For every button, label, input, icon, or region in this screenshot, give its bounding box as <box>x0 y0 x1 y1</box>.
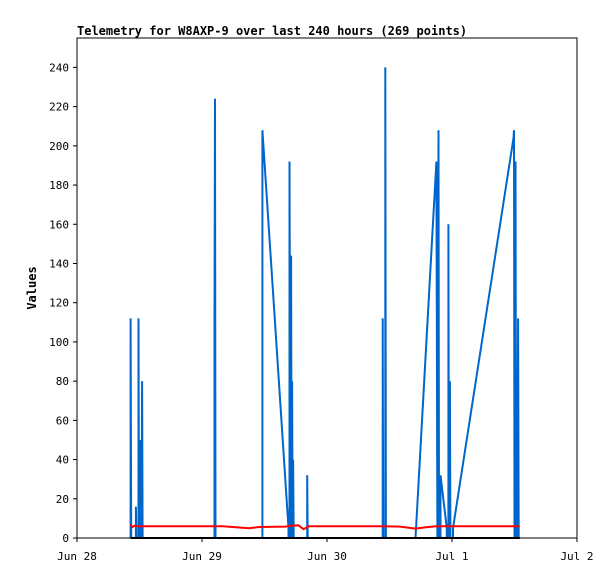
y-tick-label: 40 <box>56 454 69 467</box>
y-tick-label: 0 <box>62 532 69 545</box>
x-tick-label: Jul 2 <box>560 550 593 563</box>
y-axis-label: Values <box>25 266 39 309</box>
y-tick-label: 180 <box>49 179 69 192</box>
y-tick-label: 160 <box>49 218 69 231</box>
y-tick-label: 220 <box>49 101 69 114</box>
y-tick-label: 100 <box>49 336 69 349</box>
y-tick-label: 140 <box>49 257 69 270</box>
y-tick-label: 80 <box>56 375 69 388</box>
series-line-1 <box>129 67 520 539</box>
x-tick-label: Jul 1 <box>435 550 468 563</box>
x-tick-label: Jun 30 <box>307 550 347 563</box>
plot-area-frame <box>76 37 578 539</box>
chart-title: Telemetry for W8AXP-9 over last 240 hour… <box>77 24 467 38</box>
y-tick-label: 60 <box>56 414 69 427</box>
y-tick-label: 200 <box>49 140 69 153</box>
y-tick-label: 20 <box>56 493 69 506</box>
y-tick-label: 240 <box>49 61 69 74</box>
y-tick-label: 120 <box>49 297 69 310</box>
x-tick-label: Jun 28 <box>57 550 97 563</box>
series-line-2 <box>129 523 520 531</box>
x-tick-label: Jun 29 <box>182 550 222 563</box>
